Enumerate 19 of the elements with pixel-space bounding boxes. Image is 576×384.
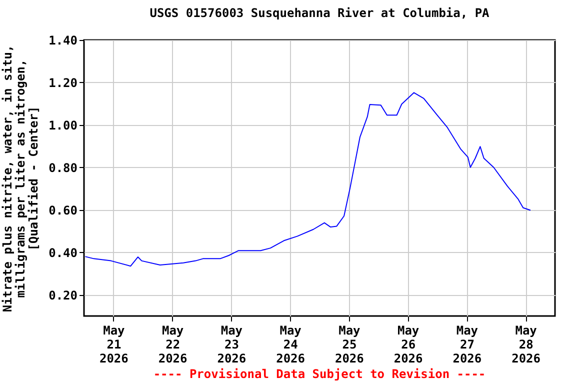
y-tick-label: 0.20 <box>48 288 78 302</box>
y-axis-title: Nitrate plus nitrite, water, in situ, milligrams per liter as nitrogen, [Qualified - Center] <box>0 44 41 312</box>
x-tick-label: May 25 2026 <box>334 324 364 366</box>
x-tick-label: May 24 2026 <box>276 324 306 366</box>
y-tick-label: 1.20 <box>48 76 78 90</box>
y-tick-label: 0.60 <box>48 203 78 218</box>
y-tick-label: 0.40 <box>48 246 78 260</box>
y-tick-label: 0.80 <box>48 160 78 175</box>
x-tick-label: May 27 2026 <box>452 324 482 366</box>
y-tick-label: 1.00 <box>48 118 78 132</box>
line-series <box>84 92 531 267</box>
y-tick-label: 1.40 <box>48 34 78 48</box>
chart-title: USGS 01576003 Susquehanna River at Columbia, PA <box>150 6 490 20</box>
x-tick-label: May 26 2026 <box>394 324 423 366</box>
x-tick-label: May 21 2026 <box>99 324 128 366</box>
text: ---- Provisional Data Subject to Revision ---- <box>152 367 487 381</box>
x-tick-label: May 23 2026 <box>217 324 246 366</box>
x-tick-label: May 22 2026 <box>158 324 188 366</box>
x-tick-label: May 28 2026 <box>512 324 541 366</box>
